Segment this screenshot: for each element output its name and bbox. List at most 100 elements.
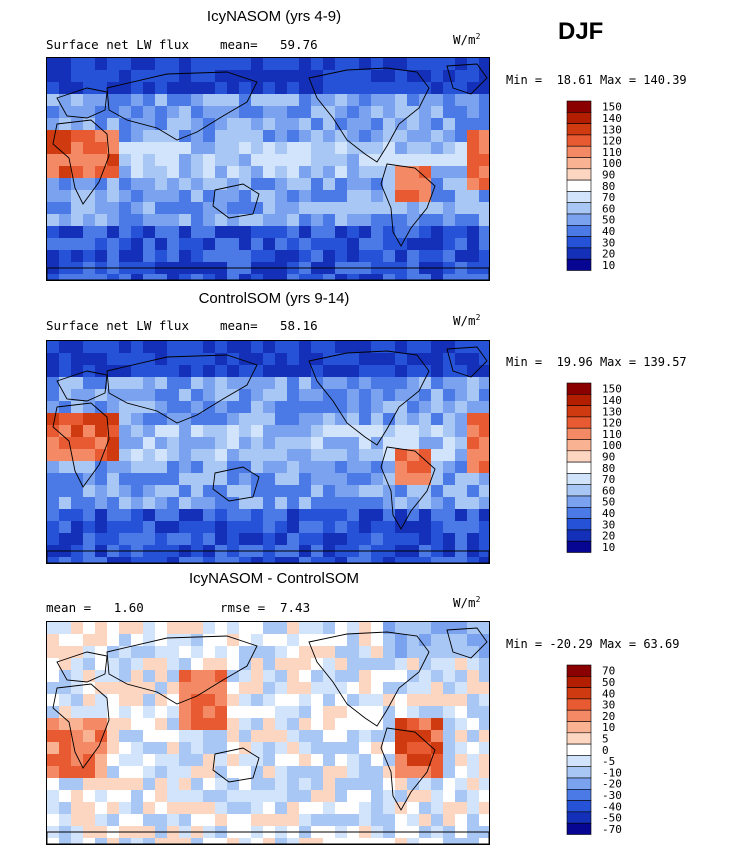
colorbar-swatch — [566, 157, 592, 170]
colorbar-swatch — [566, 698, 592, 711]
panel-3-subtitle: mean = 1.60 — [46, 600, 144, 615]
colorbar-swatch — [566, 168, 592, 181]
colorbar-tick-label: 50 — [602, 496, 615, 509]
colorbar-swatch — [566, 123, 592, 136]
colorbar-swatch — [566, 540, 592, 553]
colorbar-tick-label: 40 — [602, 507, 615, 520]
colorbar-swatch — [566, 450, 592, 463]
coastline — [308, 631, 430, 727]
colorbar-tick-label: 30 — [602, 236, 615, 249]
coastline — [47, 267, 489, 280]
colorbar-swatch — [566, 755, 592, 768]
colorbar-tick-label: 60 — [602, 484, 615, 497]
colorbar-tick-label: -5 — [602, 755, 615, 768]
colorbar-swatch — [566, 427, 592, 440]
colorbar-swatch — [566, 461, 592, 474]
colorbar-tick-label: 130 — [602, 405, 622, 418]
colorbar-swatch — [566, 145, 592, 158]
colorbar-swatch — [566, 473, 592, 486]
colorbar-swatch — [566, 743, 592, 756]
colorbar-swatch — [566, 382, 592, 395]
colorbar-tick-label: 100 — [602, 157, 622, 170]
colorbar-tick-label: 140 — [602, 394, 622, 407]
coastline — [47, 550, 489, 563]
colorbar-swatch — [566, 405, 592, 418]
coastline — [106, 635, 258, 705]
colorbar-swatch — [566, 507, 592, 519]
colorbar-tick-label: 150 — [602, 383, 622, 396]
colorbar-swatch — [566, 236, 592, 249]
colorbar-swatch — [566, 732, 592, 745]
panel-1-units: W/m2 — [453, 32, 481, 48]
panel-1-title: IcyNASOM (yrs 4-9) — [206, 8, 342, 25]
colorbar-swatch — [566, 134, 592, 147]
coastline — [380, 446, 436, 530]
colorbar-swatch — [566, 709, 592, 722]
colorbar-tick-label: 20 — [602, 530, 615, 543]
colorbar-tick-label: 70 — [602, 665, 615, 678]
colorbar-swatch — [566, 247, 592, 260]
colorbar-tick-label: -50 — [602, 812, 622, 825]
panel-2-title: ControlSOM (yrs 9-14) — [198, 290, 350, 307]
colorbar-tick-label: 110 — [602, 428, 622, 441]
coastline — [56, 370, 108, 402]
colorbar-swatch — [566, 191, 592, 204]
coastline — [212, 466, 260, 502]
coastline — [52, 683, 110, 769]
colorbar-tick-label: 5 — [602, 732, 609, 745]
colorbar-swatch — [566, 789, 592, 801]
colorbar-tick-label: -10 — [602, 766, 622, 779]
colorbar-tick-label: 70 — [602, 473, 615, 486]
coastline — [308, 67, 430, 163]
coastline — [446, 627, 488, 659]
colorbar-tick-label: 50 — [602, 214, 615, 227]
colorbar-swatch — [566, 416, 592, 429]
coastline — [56, 87, 108, 119]
colorbar-tick-label: 10 — [602, 721, 615, 734]
colorbar-tick-label: 110 — [602, 146, 622, 159]
colorbar-tick-label: -70 — [602, 823, 622, 836]
season-label: DJF — [558, 18, 604, 45]
colorbar-swatch — [566, 484, 592, 497]
colorbar-swatch — [566, 811, 592, 824]
colorbar-tick-label: 40 — [602, 225, 615, 238]
colorbar-tick-label: 30 — [602, 699, 615, 712]
coastline — [52, 402, 110, 488]
panel-2-subtitle: Surface net LW flux — [46, 318, 189, 333]
coastline — [212, 183, 260, 219]
colorbar-tick-label: 20 — [602, 710, 615, 723]
colorbar-tick-label: 30 — [602, 518, 615, 531]
colorbar-swatch — [566, 112, 592, 124]
panel-1-subtitle: Surface net LW flux — [46, 37, 189, 52]
colorbar-tick-label: 40 — [602, 687, 615, 700]
panel-2-minmax: Min = 19.96 Max = 139.57 — [506, 355, 687, 369]
coastline — [47, 831, 489, 844]
colorbar-tick-label: 70 — [602, 191, 615, 204]
panel-3-map — [46, 621, 490, 845]
panel-2-stat-label: mean= — [220, 318, 258, 333]
colorbar-tick-label: 120 — [602, 417, 622, 430]
colorbar-tick-label: 10 — [602, 541, 615, 554]
colorbar-swatch — [566, 687, 592, 700]
colorbar-swatch — [566, 439, 592, 452]
colorbar-swatch — [566, 202, 592, 215]
panel-3-units: W/m2 — [453, 595, 481, 611]
coastline — [106, 354, 258, 424]
colorbar-swatch — [566, 664, 592, 677]
colorbar-tick-label: 150 — [602, 101, 622, 114]
panel-3-title: IcyNASOM - ControlSOM — [188, 570, 360, 587]
colorbar-tick-label: 50 — [602, 676, 615, 689]
panel-1-minmax: Min = 18.61 Max = 140.39 — [506, 73, 687, 87]
colorbar-tick-label: 90 — [602, 450, 615, 463]
panel-2-map — [46, 340, 490, 564]
colorbar-tick-label: 90 — [602, 168, 615, 181]
panel-1-stat-label: mean= — [220, 37, 258, 52]
colorbar-tick-label: 60 — [602, 202, 615, 215]
colorbar-tick-label: 140 — [602, 112, 622, 125]
colorbar-tick-label: 130 — [602, 123, 622, 136]
colorbar-swatch — [566, 800, 592, 813]
colorbar-swatch — [566, 822, 592, 835]
colorbar-swatch — [566, 676, 592, 688]
